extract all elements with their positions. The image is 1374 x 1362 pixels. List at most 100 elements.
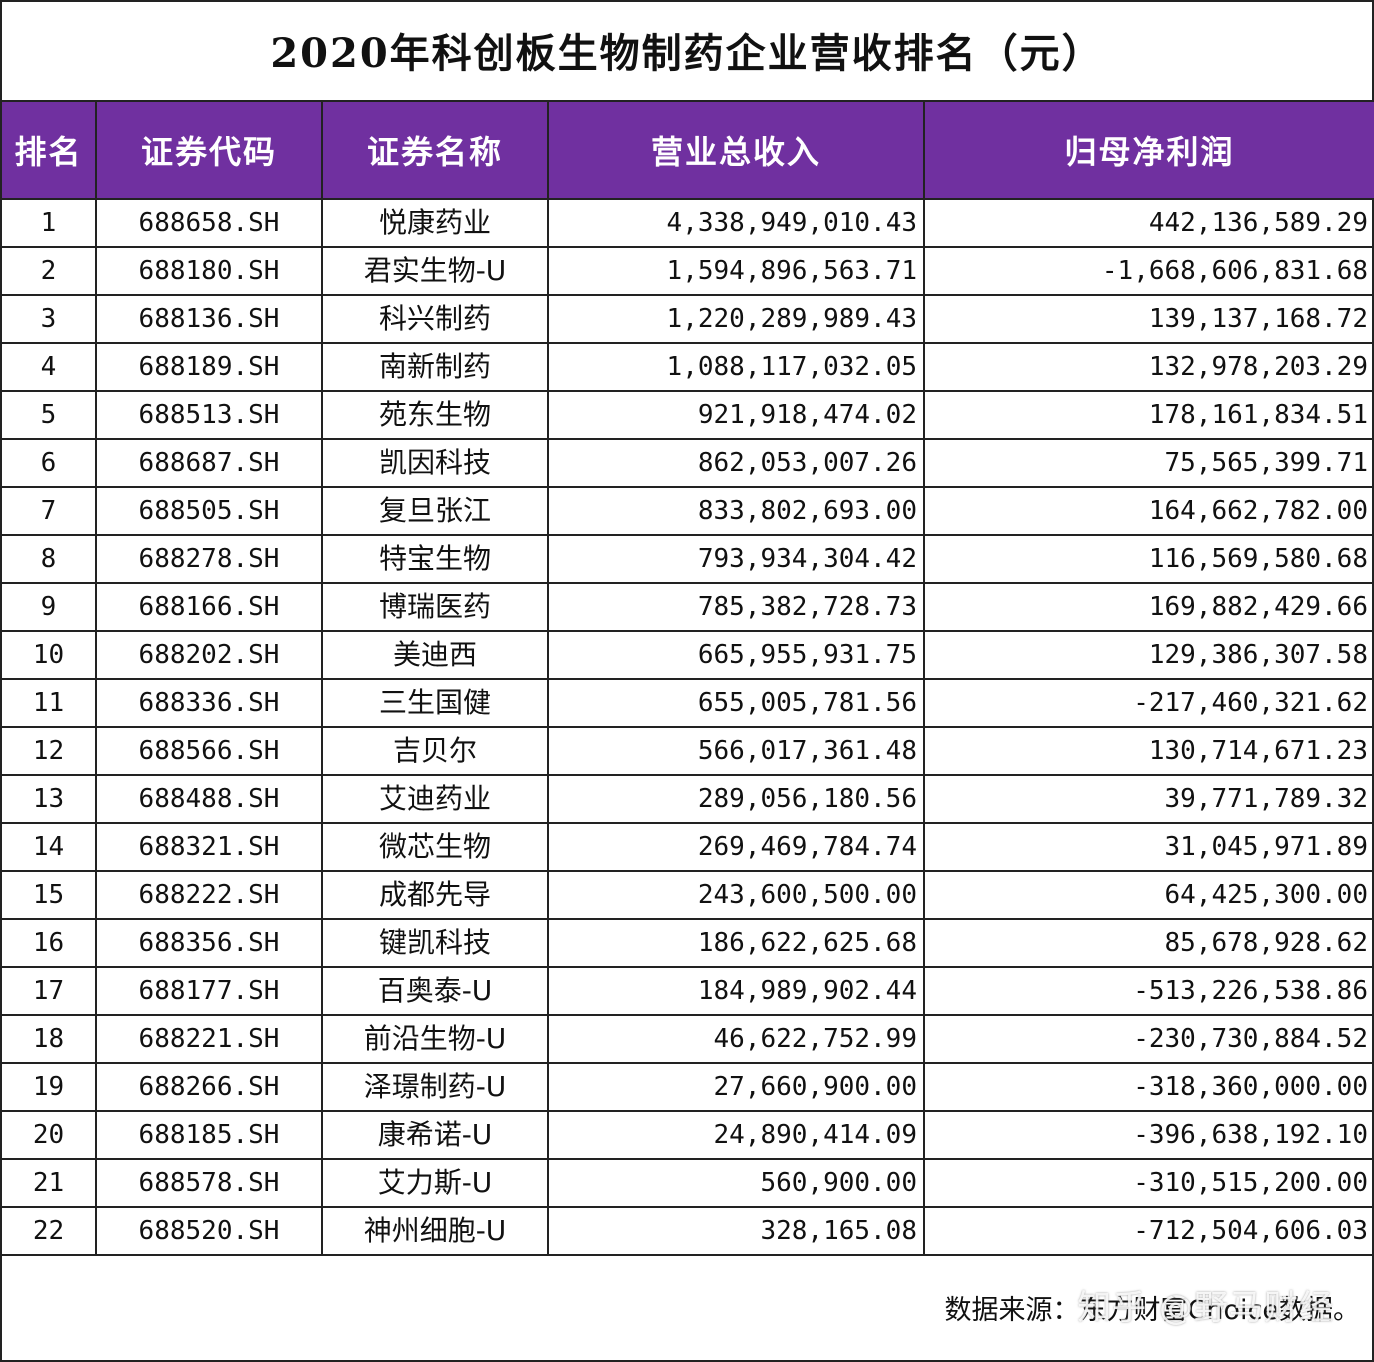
- cell-rank: 18: [0, 1014, 97, 1064]
- cell-rank: 8: [0, 534, 97, 584]
- cell-name: 微芯生物: [321, 822, 549, 872]
- cell-net-profit: 169,882,429.66: [923, 582, 1374, 632]
- cell-rank: 9: [0, 582, 97, 632]
- table-row: 8 688278.SH 特宝生物 793,934,304.42 116,569,580.…: [0, 534, 1374, 584]
- cell-revenue: 186,622,625.68: [547, 918, 925, 968]
- cell-code: 688578.SH: [95, 1158, 323, 1208]
- table-row: 18 688221.SH 前沿生物-U 46,622,752.99 -230,730,8…: [0, 1014, 1374, 1064]
- cell-code: 688189.SH: [95, 342, 323, 392]
- cell-rank: 4: [0, 342, 97, 392]
- table-row: 19 688266.SH 泽璟制药-U 27,660,900.00 -318,360,0…: [0, 1062, 1374, 1112]
- header-net-profit: 归母净利润: [923, 100, 1374, 200]
- cell-name: 科兴制药: [321, 294, 549, 344]
- ranking-table: 排名 证券代码 证券名称 营业总收入 归母净利润 1 688658.SH 悦康药业 4…: [0, 100, 1374, 1256]
- cell-revenue: 4,338,949,010.43: [547, 198, 925, 248]
- cell-code: 688202.SH: [95, 630, 323, 680]
- footer: 数据来源：东方财富Choice数据。 知乎 @野马财经: [0, 1252, 1374, 1362]
- cell-code: 688687.SH: [95, 438, 323, 488]
- cell-rank: 22: [0, 1206, 97, 1256]
- cell-net-profit: -310,515,200.00: [923, 1158, 1374, 1208]
- cell-rank: 17: [0, 966, 97, 1016]
- cell-name: 美迪西: [321, 630, 549, 680]
- cell-net-profit: -513,226,538.86: [923, 966, 1374, 1016]
- cell-net-profit: 75,565,399.71: [923, 438, 1374, 488]
- cell-rank: 10: [0, 630, 97, 680]
- cell-net-profit: -230,730,884.52: [923, 1014, 1374, 1064]
- cell-code: 688180.SH: [95, 246, 323, 296]
- cell-revenue: 566,017,361.48: [547, 726, 925, 776]
- cell-code: 688136.SH: [95, 294, 323, 344]
- cell-name: 吉贝尔: [321, 726, 549, 776]
- cell-rank: 13: [0, 774, 97, 824]
- table-row: 17 688177.SH 百奥泰-U 184,989,902.44 -513,226,5…: [0, 966, 1374, 1016]
- page-title: 2020年科创板生物制药企业营收排名（元）: [270, 30, 1104, 77]
- table-row: 14 688321.SH 微芯生物 269,469,784.74 31,045,971.…: [0, 822, 1374, 872]
- cell-revenue: 328,165.08: [547, 1206, 925, 1256]
- cell-code: 688488.SH: [95, 774, 323, 824]
- table-row: 21 688578.SH 艾力斯-U 560,900.00 -310,515,200.0…: [0, 1158, 1374, 1208]
- watermark: 知乎 @野马财经: [1077, 1288, 1334, 1328]
- cell-code: 688177.SH: [95, 966, 323, 1016]
- cell-code: 688166.SH: [95, 582, 323, 632]
- cell-name: 百奥泰-U: [321, 966, 549, 1016]
- cell-code: 688336.SH: [95, 678, 323, 728]
- table-body: 1 688658.SH 悦康药业 4,338,949,010.43 442,136,58…: [0, 198, 1374, 1256]
- cell-name: 键凯科技: [321, 918, 549, 968]
- table-row: 9 688166.SH 博瑞医药 785,382,728.73 169,882,429.…: [0, 582, 1374, 632]
- header-row: 排名 证券代码 证券名称 营业总收入 归母净利润: [0, 100, 1374, 200]
- cell-net-profit: 116,569,580.68: [923, 534, 1374, 584]
- cell-revenue: 27,660,900.00: [547, 1062, 925, 1112]
- cell-net-profit: -712,504,606.03: [923, 1206, 1374, 1256]
- cell-rank: 7: [0, 486, 97, 536]
- cell-name: 泽璟制药-U: [321, 1062, 549, 1112]
- cell-name: 神州细胞-U: [321, 1206, 549, 1256]
- cell-net-profit: 132,978,203.29: [923, 342, 1374, 392]
- table-row: 12 688566.SH 吉贝尔 566,017,361.48 130,714,671.…: [0, 726, 1374, 776]
- table-row: 3 688136.SH 科兴制药 1,220,289,989.43 139,137,16…: [0, 294, 1374, 344]
- cell-net-profit: 130,714,671.23: [923, 726, 1374, 776]
- cell-code: 688505.SH: [95, 486, 323, 536]
- cell-net-profit: 31,045,971.89: [923, 822, 1374, 872]
- cell-name: 前沿生物-U: [321, 1014, 549, 1064]
- cell-net-profit: -396,638,192.10: [923, 1110, 1374, 1160]
- table-row: 22 688520.SH 神州细胞-U 328,165.08 -712,504,606.…: [0, 1206, 1374, 1256]
- cell-code: 688222.SH: [95, 870, 323, 920]
- cell-rank: 3: [0, 294, 97, 344]
- cell-name: 南新制药: [321, 342, 549, 392]
- cell-name: 特宝生物: [321, 534, 549, 584]
- table-row: 4 688189.SH 南新制药 1,088,117,032.05 132,978,20…: [0, 342, 1374, 392]
- cell-net-profit: -318,360,000.00: [923, 1062, 1374, 1112]
- header-revenue: 营业总收入: [547, 100, 925, 200]
- cell-name: 君实生物-U: [321, 246, 549, 296]
- cell-name: 苑东生物: [321, 390, 549, 440]
- header-name: 证券名称: [321, 100, 549, 200]
- cell-net-profit: 164,662,782.00: [923, 486, 1374, 536]
- cell-name: 凯因科技: [321, 438, 549, 488]
- cell-revenue: 269,469,784.74: [547, 822, 925, 872]
- cell-net-profit: 39,771,789.32: [923, 774, 1374, 824]
- cell-code: 688278.SH: [95, 534, 323, 584]
- cell-revenue: 862,053,007.26: [547, 438, 925, 488]
- cell-name: 三生国健: [321, 678, 549, 728]
- cell-net-profit: -1,668,606,831.68: [923, 246, 1374, 296]
- cell-net-profit: 178,161,834.51: [923, 390, 1374, 440]
- cell-revenue: 655,005,781.56: [547, 678, 925, 728]
- table-row: 1 688658.SH 悦康药业 4,338,949,010.43 442,136,58…: [0, 198, 1374, 248]
- table-row: 6 688687.SH 凯因科技 862,053,007.26 75,565,399.7…: [0, 438, 1374, 488]
- cell-net-profit: 85,678,928.62: [923, 918, 1374, 968]
- table-row: 5 688513.SH 苑东生物 921,918,474.02 178,161,834.…: [0, 390, 1374, 440]
- cell-net-profit: 442,136,589.29: [923, 198, 1374, 248]
- cell-code: 688513.SH: [95, 390, 323, 440]
- cell-name: 康希诺-U: [321, 1110, 549, 1160]
- cell-revenue: 1,594,896,563.71: [547, 246, 925, 296]
- cell-revenue: 184,989,902.44: [547, 966, 925, 1016]
- cell-code: 688520.SH: [95, 1206, 323, 1256]
- cell-rank: 6: [0, 438, 97, 488]
- cell-revenue: 289,056,180.56: [547, 774, 925, 824]
- table-row: 13 688488.SH 艾迪药业 289,056,180.56 39,771,789.…: [0, 774, 1374, 824]
- cell-revenue: 46,622,752.99: [547, 1014, 925, 1064]
- cell-rank: 11: [0, 678, 97, 728]
- cell-code: 688566.SH: [95, 726, 323, 776]
- cell-code: 688221.SH: [95, 1014, 323, 1064]
- cell-code: 688321.SH: [95, 822, 323, 872]
